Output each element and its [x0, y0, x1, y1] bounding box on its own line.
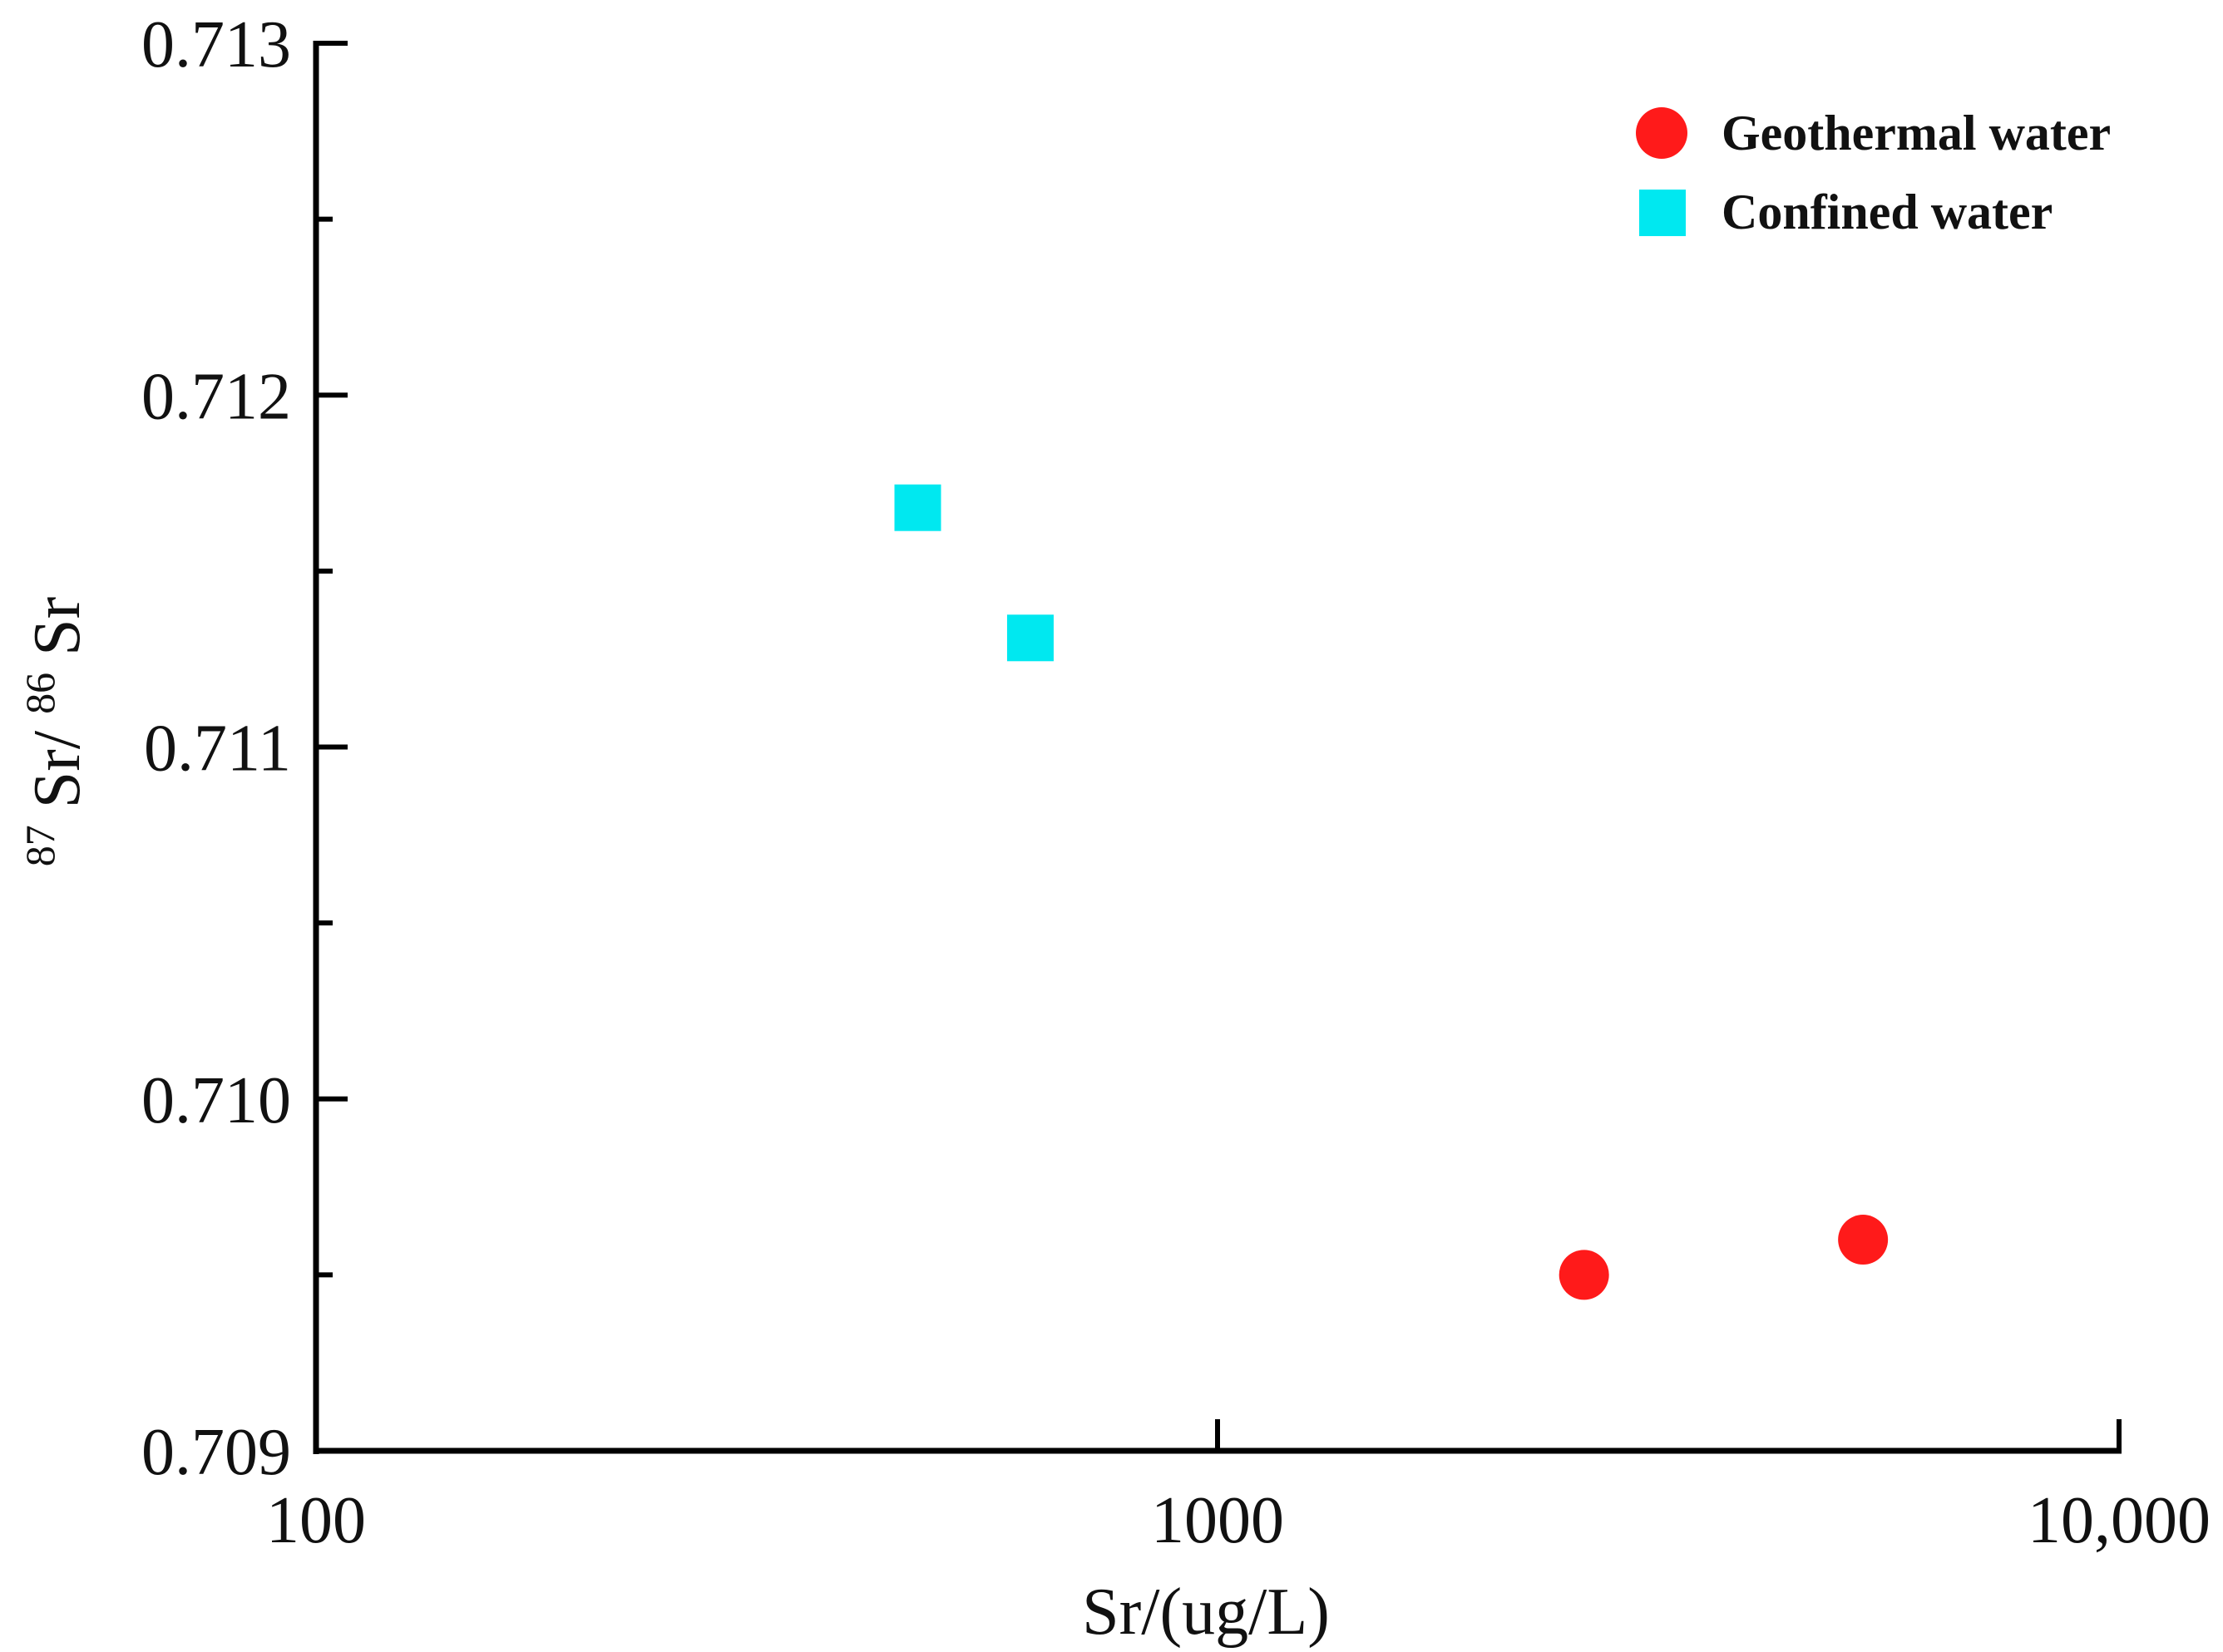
y-axis-title: 87 Sr/ 86 Sr — [0, 597, 94, 867]
y-tick-label: 0.713 — [141, 8, 291, 81]
y-axis-title-sup-2: 86 — [17, 673, 63, 714]
y-tick-label: 0.709 — [141, 1416, 291, 1489]
y-axis-title-sup-1: 87 — [17, 825, 63, 866]
x-tick-label: 1000 — [1151, 1484, 1284, 1557]
y-axis-title-base-2: Sr — [21, 597, 94, 656]
y-tick-label: 0.711 — [144, 713, 291, 786]
legend-marker-geothermal — [1636, 107, 1687, 159]
confined-water-point — [1006, 614, 1054, 662]
legend: Geothermal water Confined water — [1636, 106, 2111, 239]
y-axis-ticks: 0.709 0.710 0.711 0.712 0.713 — [141, 8, 348, 1489]
legend-label: Confined water — [1722, 185, 2053, 239]
y-tick-label: 0.710 — [141, 1064, 291, 1137]
data-points — [894, 484, 1889, 1300]
y-tick-label: 0.712 — [141, 360, 291, 433]
x-tick-label: 100 — [266, 1484, 366, 1557]
geothermal-water-point — [1838, 1215, 1889, 1265]
x-axis-title: Sr/(ug/L) — [1082, 1576, 1330, 1649]
y-axis-title-base-1: Sr/ — [21, 730, 94, 808]
legend-label: Geothermal water — [1722, 106, 2111, 160]
x-tick-label: 10,000 — [2028, 1484, 2211, 1557]
legend-marker-confined — [1639, 190, 1686, 236]
x-axis-ticks: 100 1000 10,000 — [266, 1419, 2211, 1557]
geothermal-water-point — [1559, 1250, 1609, 1300]
confined-water-point — [894, 484, 941, 531]
